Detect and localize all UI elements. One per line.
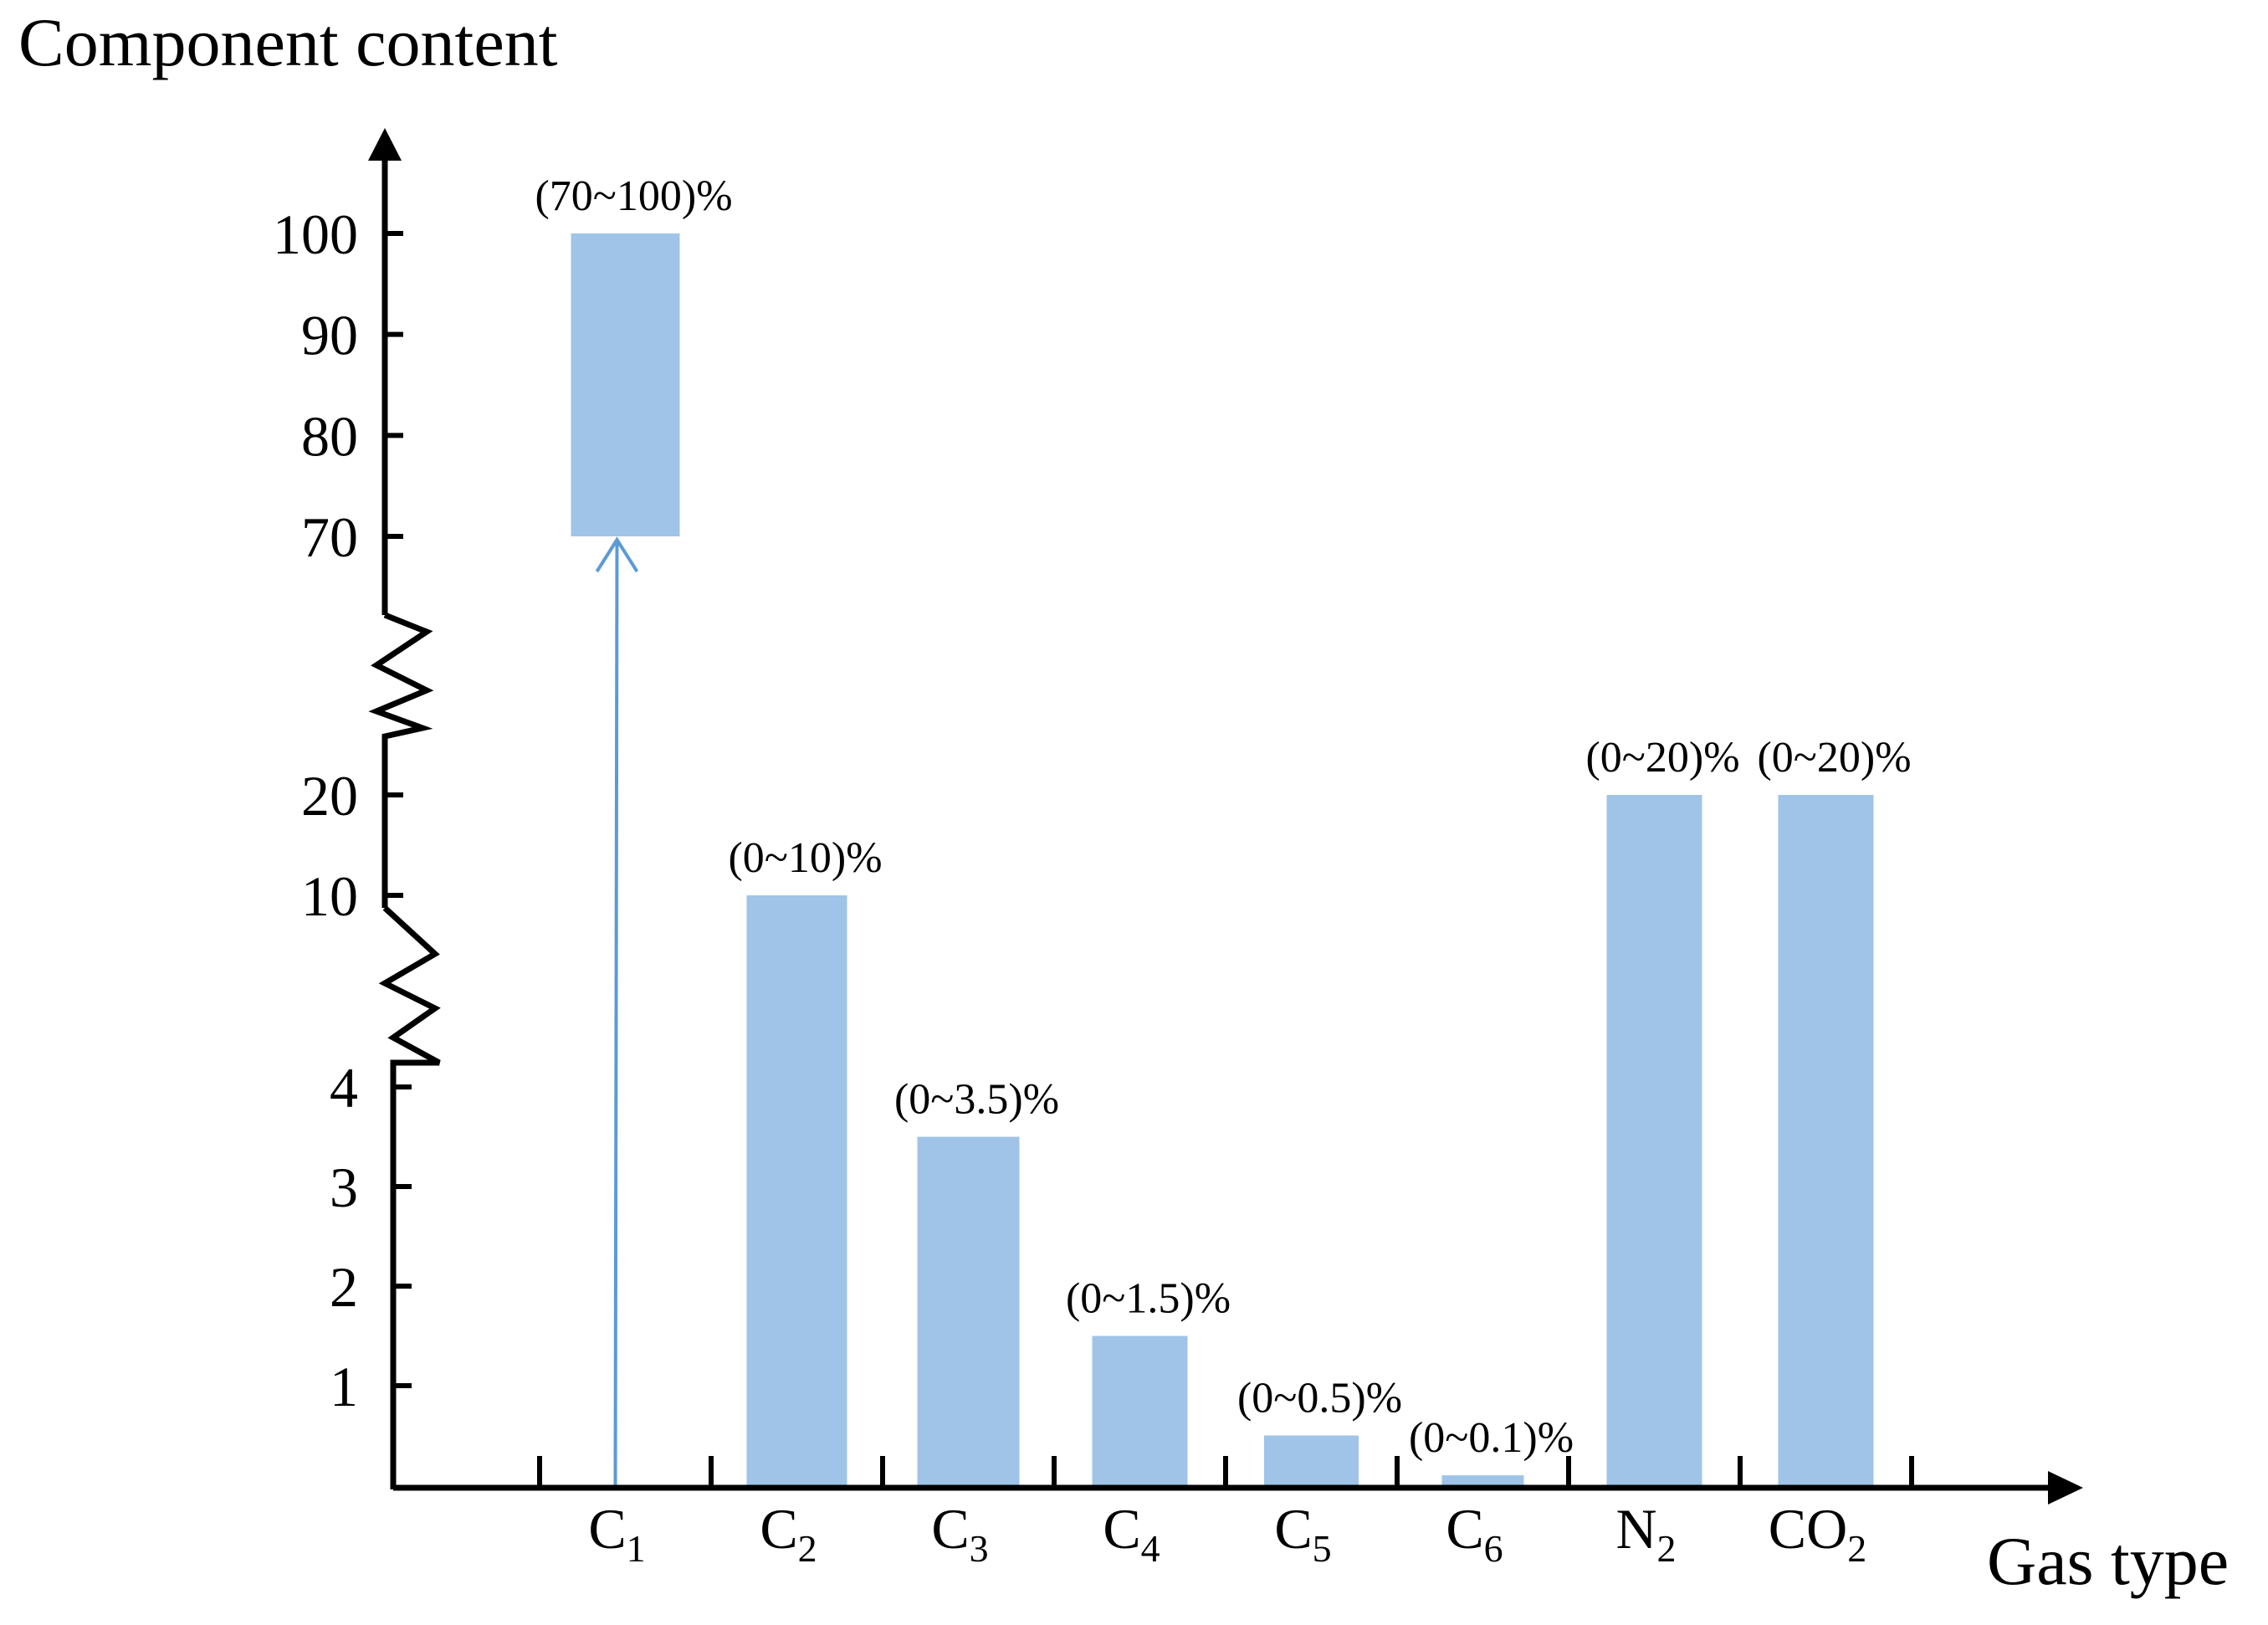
y-tick-label: 80 [301,404,358,468]
data-labels: (70~100)% (0~10)% (0~3.5)% (0~1.5)% (0~0.5)%… [535,172,1911,1462]
c1-arrow-shaft [613,541,619,1486]
y-axis-title: Component content [18,4,558,80]
c1-range-arrow [595,536,639,1486]
range-label-c1: (70~100)% [535,172,732,220]
y-axis-break-lower [378,905,441,1489]
bar-n2 [1606,795,1702,1485]
range-label-c6: (0~0.1)% [1409,1414,1574,1462]
y-tick-label: 1 [330,1355,358,1418]
category-label-c4: C4 [1103,1497,1160,1570]
x-axis-title: Gas type [1987,1523,2229,1599]
y-tick-label: 4 [330,1056,358,1120]
bar-c1 [571,233,680,536]
bar-c5 [1264,1435,1359,1485]
bar-co2 [1778,795,1874,1485]
y-axis-arrow-icon [368,128,402,161]
y-axis-break-upper [368,612,434,908]
y-ticks: 100 90 80 70 20 10 4 3 2 1 [273,202,412,1418]
range-label-n2: (0~20)% [1585,734,1739,782]
category-label-n2: N2 [1615,1497,1676,1570]
c1-arrow-head-icon [595,536,639,573]
range-label-c2: (0~10)% [728,834,882,882]
category-label-c3: C3 [931,1497,988,1570]
bar-c3 [917,1136,1020,1485]
y-tick-label: 3 [330,1156,358,1219]
y-tick-label: 70 [301,505,358,569]
y-tick-label: 100 [273,202,358,266]
y-tick-label: 90 [301,304,358,367]
category-label-c5: C5 [1274,1497,1331,1570]
range-label-c4: (0~1.5)% [1066,1275,1231,1323]
y-tick-label: 10 [301,864,358,928]
bar-c2 [746,895,847,1485]
bar-c6 [1441,1475,1524,1485]
category-label-co2: CO2 [1769,1497,1866,1570]
x-axis [393,1471,2083,1505]
range-label-c5: (0~0.5)% [1237,1375,1402,1423]
range-label-c3: (0~3.5)% [894,1076,1059,1124]
category-label-c6: C6 [1446,1497,1503,1570]
bars [571,233,1874,1485]
category-label-c2: C2 [760,1497,817,1570]
category-labels: C1 C2 C3 C4 C5 C6 N2 CO2 [588,1497,1866,1570]
x-axis-arrow-icon [2048,1471,2083,1505]
y-tick-label: 20 [301,764,358,828]
y-axis [368,128,441,1489]
bar-c4 [1092,1335,1188,1485]
category-label-c1: C1 [588,1497,645,1570]
x-ticks [537,1456,1914,1488]
range-label-co2: (0~20)% [1757,734,1911,782]
y-tick-label: 2 [330,1255,358,1319]
